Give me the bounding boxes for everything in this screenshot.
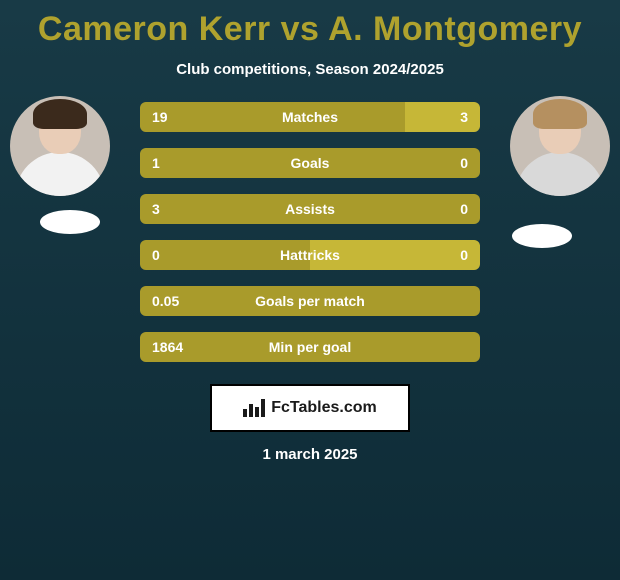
- player-right-flag: [512, 224, 572, 248]
- stat-label: Goals: [291, 155, 330, 171]
- date-label: 1 march 2025: [262, 446, 357, 463]
- stat-value-left: 0.05: [152, 293, 179, 309]
- stat-bars: 19 3 Matches 1 0 Goals 3 0 Assists 0 0 Hattricks 0.0…: [140, 102, 480, 378]
- avatar-hair: [533, 99, 587, 129]
- stat-row: 0.05 Goals per match: [140, 286, 480, 316]
- stat-label: Min per goal: [269, 339, 351, 355]
- comparison-infographic: Cameron Kerr vs A. Montgomery Club compe…: [0, 0, 620, 580]
- stat-value-left: 1864: [152, 339, 183, 355]
- stat-value-left: 0: [152, 247, 160, 263]
- subtitle: Club competitions, Season 2024/2025: [0, 61, 620, 78]
- stat-label: Matches: [282, 109, 338, 125]
- stat-value-right: 0: [460, 201, 468, 217]
- stat-value-left: 3: [152, 201, 160, 217]
- avatar-shoulders: [515, 152, 605, 196]
- avatar-shoulders: [15, 152, 105, 196]
- stat-value-right: 3: [460, 109, 468, 125]
- stat-label: Hattricks: [280, 247, 340, 263]
- stat-row: 19 3 Matches: [140, 102, 480, 132]
- brand-text: FcTables.com: [271, 399, 377, 417]
- stat-fill-right: [405, 102, 480, 132]
- stat-label: Goals per match: [255, 293, 365, 309]
- stat-row: 3 0 Assists: [140, 194, 480, 224]
- stat-value-left: 19: [152, 109, 168, 125]
- stat-row: 0 0 Hattricks: [140, 240, 480, 270]
- player-left-flag: [40, 210, 100, 234]
- page-title: Cameron Kerr vs A. Montgomery: [0, 0, 620, 49]
- stat-fill-left: [140, 102, 405, 132]
- stat-value-right: 0: [460, 155, 468, 171]
- stat-row: 1 0 Goals: [140, 148, 480, 178]
- stat-value-left: 1: [152, 155, 160, 171]
- avatar-hair: [33, 99, 87, 129]
- stat-value-right: 0: [460, 247, 468, 263]
- brand-chart-icon: [243, 399, 265, 417]
- stat-label: Assists: [285, 201, 335, 217]
- player-left-avatar: [10, 96, 110, 196]
- stat-row: 1864 Min per goal: [140, 332, 480, 362]
- player-right-avatar: [510, 96, 610, 196]
- brand-box: FcTables.com: [210, 384, 410, 432]
